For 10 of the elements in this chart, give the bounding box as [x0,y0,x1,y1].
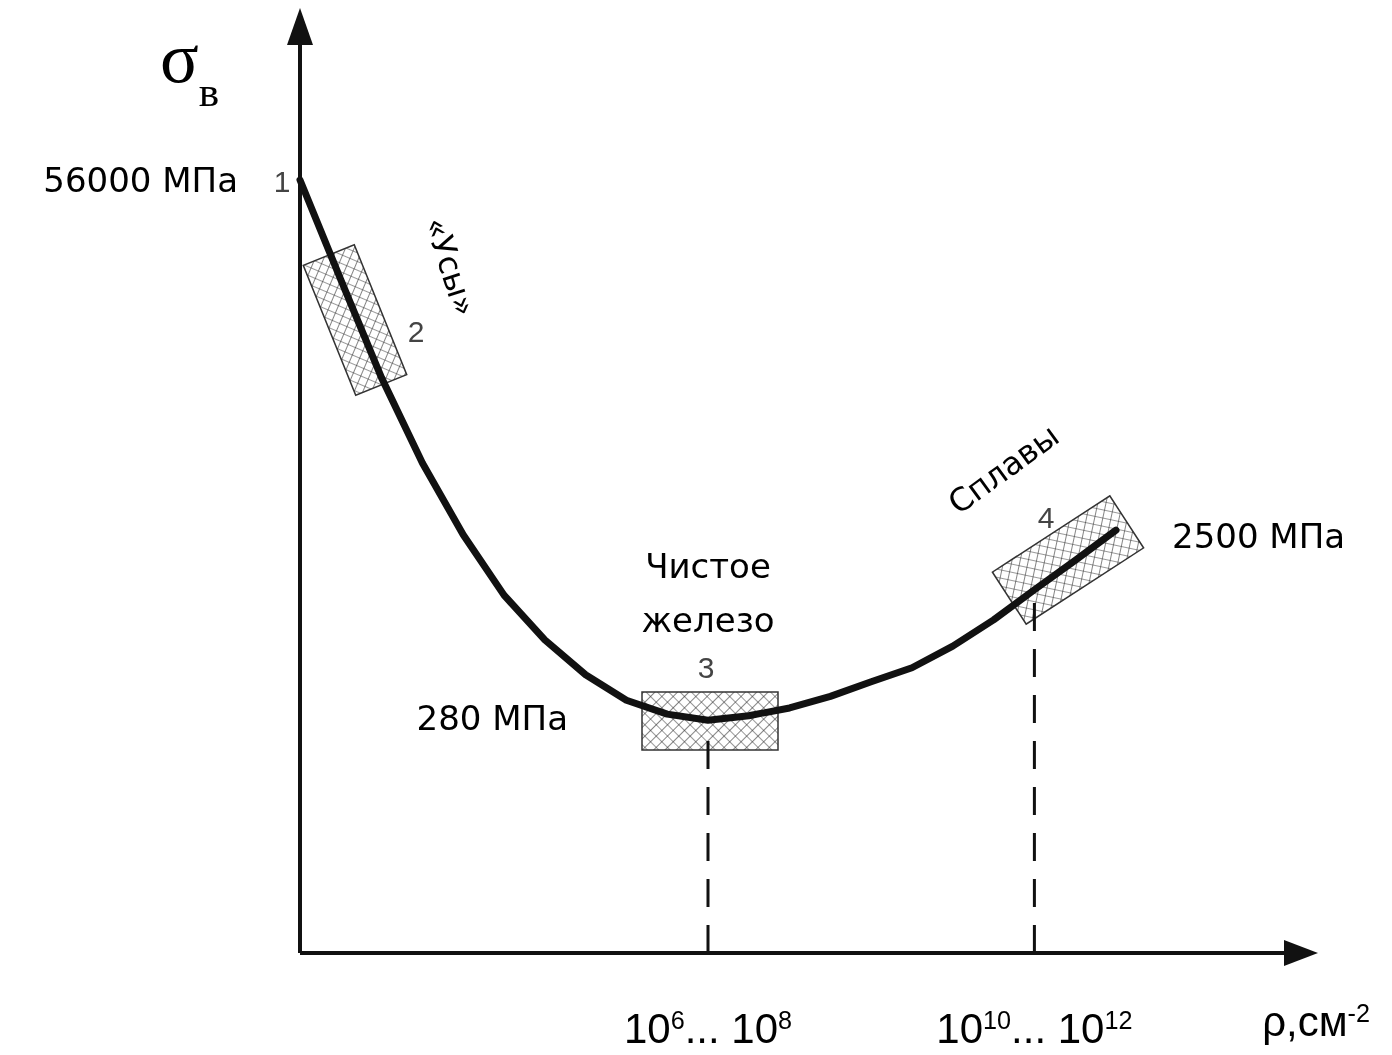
annotation: 280 МПа [416,698,568,738]
text: 56000 МПа [43,160,238,200]
x-tick-label: 10$^{10}$... 10$^{12}$ [936,1005,1133,1052]
annotation: 1 [273,165,291,198]
x-axis-title: ρ,см$^{-2}$ [1262,998,1370,1045]
y-axis-title: σ$_{в}$ [160,18,220,115]
x-tick-label: 10$^{6}$... 10$^{8}$ [623,1005,793,1052]
annotation: 3 [697,651,715,684]
annotation: Чистое железо [641,546,775,641]
text: 2500 МПа [1172,516,1346,556]
